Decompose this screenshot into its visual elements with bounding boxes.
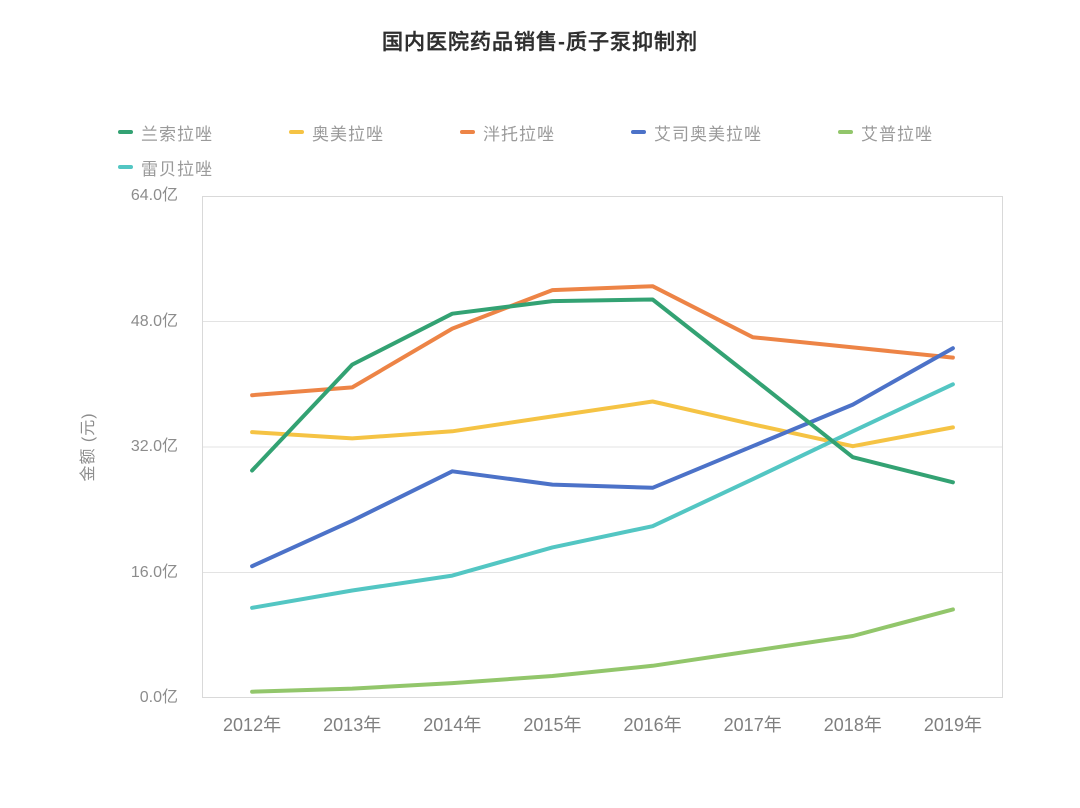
legend-swatch-icon <box>460 130 475 134</box>
legend: 兰索拉唑 奥美拉唑 泮托拉唑 艾司奥美拉唑 艾普拉唑 雷贝拉唑 <box>118 120 1018 190</box>
legend-item-兰索拉唑: 兰索拉唑 <box>118 120 213 145</box>
chart-title: 国内医院药品销售-质子泵抑制剂 <box>382 31 698 54</box>
x-tick-label: 2012年 <box>223 715 282 735</box>
legend-row-2: 雷贝拉唑 <box>118 155 1018 179</box>
legend-item-艾普拉唑: 艾普拉唑 <box>838 120 933 145</box>
legend-item-雷贝拉唑: 雷贝拉唑 <box>118 155 213 180</box>
legend-swatch-icon <box>631 130 646 134</box>
series-line-泮托拉唑 <box>250 284 955 398</box>
legend-swatch-icon <box>289 130 304 134</box>
legend-swatch-icon <box>838 130 853 134</box>
series-line-艾司奥美拉唑 <box>250 346 955 569</box>
legend-item-艾司奥美拉唑: 艾司奥美拉唑 <box>631 120 762 145</box>
series-line-兰索拉唑 <box>250 297 955 485</box>
x-tick-label: 2014年 <box>423 715 482 735</box>
legend-label: 艾普拉唑 <box>861 124 933 144</box>
legend-swatch-icon <box>118 165 133 169</box>
legend-label: 泮托拉唑 <box>483 124 555 144</box>
legend-item-泮托拉唑: 泮托拉唑 <box>460 120 555 145</box>
y-tick-label: 16.0亿 <box>130 563 178 581</box>
x-tick-label: 2013年 <box>323 715 382 735</box>
x-tick-label: 2018年 <box>823 715 882 735</box>
x-tick-label: 2019年 <box>923 715 982 735</box>
y-tick-label: 48.0亿 <box>130 312 178 330</box>
plot-area <box>202 196 1003 698</box>
series-line-雷贝拉唑 <box>250 382 955 610</box>
plot-border <box>202 196 1003 698</box>
y-tick-label: 32.0亿 <box>130 438 178 455</box>
series-line-艾普拉唑 <box>250 607 955 694</box>
y-tick-label: 64.0亿 <box>130 187 178 204</box>
x-tick-label: 2017年 <box>723 715 782 735</box>
x-tick-label: 2016年 <box>623 715 682 735</box>
legend-label: 雷贝拉唑 <box>141 159 213 179</box>
legend-item-奥美拉唑: 奥美拉唑 <box>289 120 384 145</box>
legend-label: 艾司奥美拉唑 <box>654 124 762 144</box>
legend-swatch-icon <box>118 130 133 134</box>
legend-label: 兰索拉唑 <box>141 124 213 144</box>
y-tick-label: 0.0亿 <box>139 689 178 706</box>
legend-row-1: 兰索拉唑 奥美拉唑 泮托拉唑 艾司奥美拉唑 艾普拉唑 <box>118 120 1018 144</box>
x-tick-label: 2015年 <box>523 715 582 735</box>
legend-label: 奥美拉唑 <box>312 124 384 144</box>
